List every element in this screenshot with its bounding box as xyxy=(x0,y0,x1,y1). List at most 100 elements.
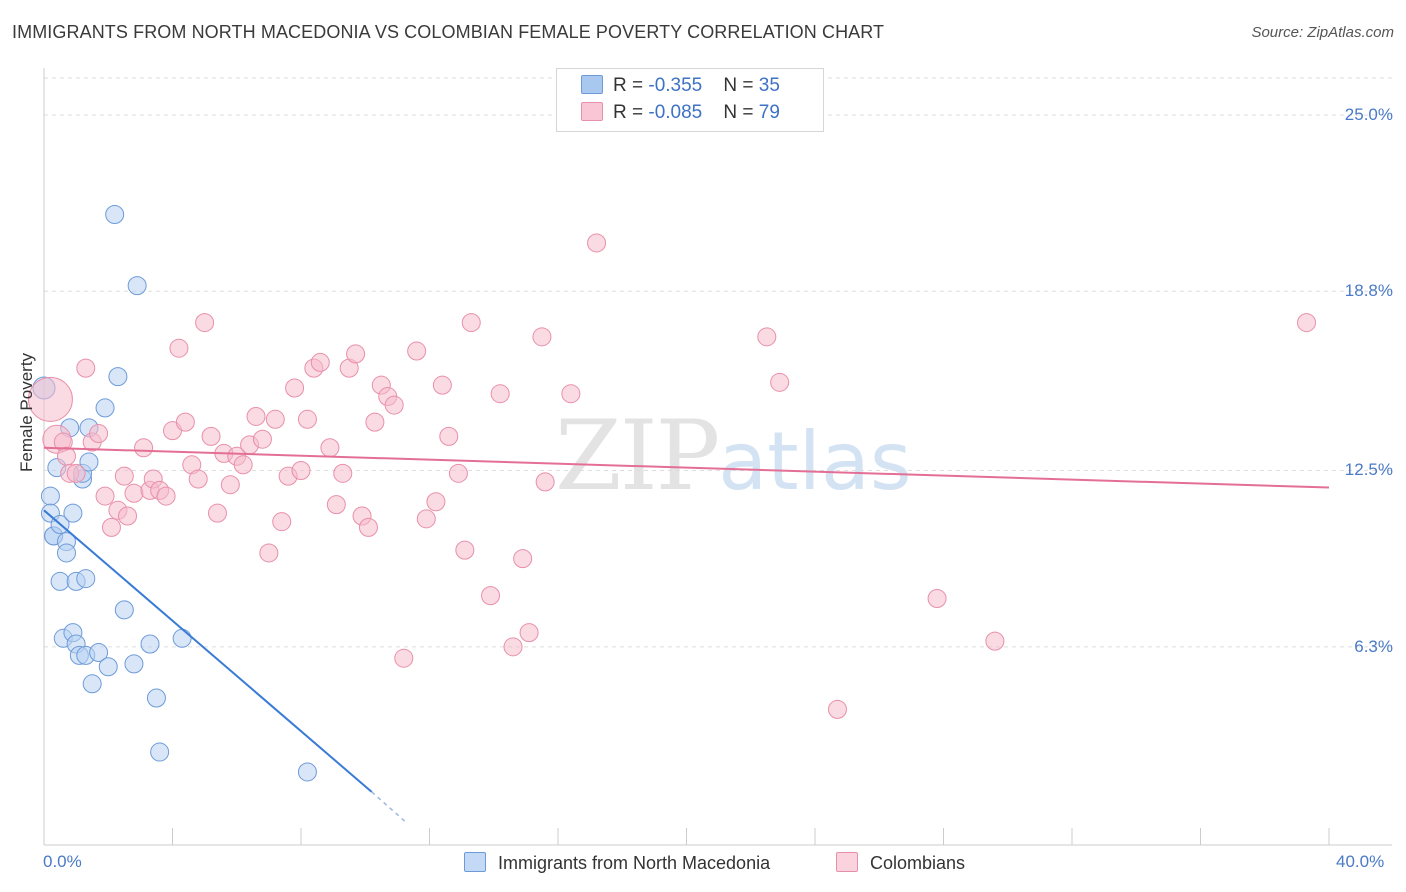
y-tick-label: 12.5% xyxy=(1344,460,1393,480)
point-north-macedonia xyxy=(95,398,115,418)
point-colombians xyxy=(481,586,501,606)
point-colombians xyxy=(416,509,436,529)
point-colombians xyxy=(285,378,305,398)
legend-r-label: R = xyxy=(613,102,649,123)
point-colombians xyxy=(448,463,468,483)
point-colombians xyxy=(207,503,227,523)
legend-swatch-pink xyxy=(581,102,603,121)
point-colombians xyxy=(297,409,317,429)
point-colombians xyxy=(188,469,208,489)
legend-n-value: 35 xyxy=(758,75,780,96)
point-colombians xyxy=(587,233,607,253)
trendline-north-macedonia-extension xyxy=(371,791,408,824)
point-north-macedonia xyxy=(89,643,109,663)
point-colombians xyxy=(827,699,847,719)
legend-row-north-macedonia: R = -0.355 N = 35 xyxy=(581,75,780,99)
x-tick-label-max: 40.0% xyxy=(1336,852,1385,871)
point-colombians xyxy=(535,472,555,492)
series-label: Colombians xyxy=(870,853,966,873)
point-colombians xyxy=(265,409,285,429)
point-north-macedonia xyxy=(297,762,317,782)
y-tick-label: 6.3% xyxy=(1354,636,1393,656)
point-colombians xyxy=(461,313,481,333)
point-north-macedonia xyxy=(98,657,118,677)
series-legend-colombians: Colombians xyxy=(836,852,965,874)
legend-r-label: R = xyxy=(613,75,649,96)
point-colombians xyxy=(346,344,366,364)
point-colombians xyxy=(1297,313,1317,333)
point-north-macedonia xyxy=(105,205,125,225)
point-north-macedonia xyxy=(114,600,134,620)
source-label: Source: ZipAtlas.com xyxy=(1251,24,1394,41)
legend-n-value: 79 xyxy=(758,102,780,123)
point-colombians xyxy=(519,623,539,643)
point-colombians xyxy=(252,429,272,449)
point-colombians xyxy=(156,486,176,506)
point-colombians xyxy=(358,517,378,537)
legend-swatch-blue xyxy=(581,75,603,94)
trendline-colombians xyxy=(43,446,1330,489)
chart-title: IMMIGRANTS FROM NORTH MACEDONIA VS COLOM… xyxy=(12,22,885,42)
legend-n-label: N = xyxy=(723,75,759,96)
trendline-north-macedonia xyxy=(43,509,373,793)
point-colombians xyxy=(384,395,404,415)
legend-r-value: -0.085 xyxy=(648,102,703,123)
point-colombians xyxy=(426,492,446,512)
point-colombians xyxy=(320,438,340,458)
point-colombians xyxy=(233,455,253,475)
point-north-macedonia xyxy=(40,486,60,506)
point-colombians xyxy=(770,372,790,392)
point-north-macedonia xyxy=(63,503,83,523)
grid-lines xyxy=(44,77,1392,648)
y-tick-label: 18.8% xyxy=(1344,281,1393,301)
series-label: Immigrants from North Macedonia xyxy=(498,853,771,873)
legend-row-colombians: R = -0.085 N = 79 xyxy=(581,102,780,126)
point-colombians xyxy=(124,483,144,503)
point-colombians xyxy=(118,506,138,526)
legend-n-label: N = xyxy=(723,102,759,123)
point-colombians xyxy=(326,495,346,515)
watermark: ZIPatlas xyxy=(555,400,912,512)
point-colombians xyxy=(490,384,510,404)
point-north-macedonia xyxy=(146,688,166,708)
point-colombians xyxy=(333,463,353,483)
point-colombians xyxy=(513,549,533,569)
point-colombians xyxy=(259,543,279,563)
point-colombians xyxy=(114,466,134,486)
point-colombians xyxy=(95,486,115,506)
trend-lines xyxy=(43,446,1330,824)
point-colombians xyxy=(394,648,414,668)
point-north-macedonia xyxy=(82,674,102,694)
axes xyxy=(43,68,1392,846)
point-colombians xyxy=(56,446,76,466)
point-colombians xyxy=(175,412,195,432)
point-north-macedonia xyxy=(79,452,99,472)
point-colombians xyxy=(365,412,385,432)
point-colombians xyxy=(291,460,311,480)
point-colombians xyxy=(757,327,777,347)
y-tick-label: 25.0% xyxy=(1344,104,1393,124)
series-swatch-blue xyxy=(464,852,486,872)
point-colombians xyxy=(169,338,189,358)
point-colombians xyxy=(272,512,292,532)
point-colombians xyxy=(246,406,266,426)
point-north-macedonia xyxy=(50,571,70,591)
point-colombians xyxy=(27,376,73,422)
point-north-macedonia xyxy=(108,367,128,387)
watermark-zip: ZIP xyxy=(555,400,720,512)
point-north-macedonia xyxy=(56,543,76,563)
series-legend-north-macedonia: Immigrants from North Macedonia xyxy=(464,852,770,874)
point-colombians xyxy=(76,358,96,378)
point-north-macedonia xyxy=(127,276,147,296)
y-axis-title: Female Poverty xyxy=(17,352,36,472)
point-colombians xyxy=(455,540,475,560)
watermark-atlas: atlas xyxy=(718,415,912,508)
point-colombians xyxy=(195,313,215,333)
data-points xyxy=(27,205,1317,782)
point-north-macedonia xyxy=(140,634,160,654)
point-north-macedonia xyxy=(172,628,192,648)
point-north-macedonia xyxy=(150,742,170,762)
correlation-legend: R = -0.355 N = 35 R = -0.085 N = 79 xyxy=(556,68,824,132)
point-colombians xyxy=(432,375,452,395)
